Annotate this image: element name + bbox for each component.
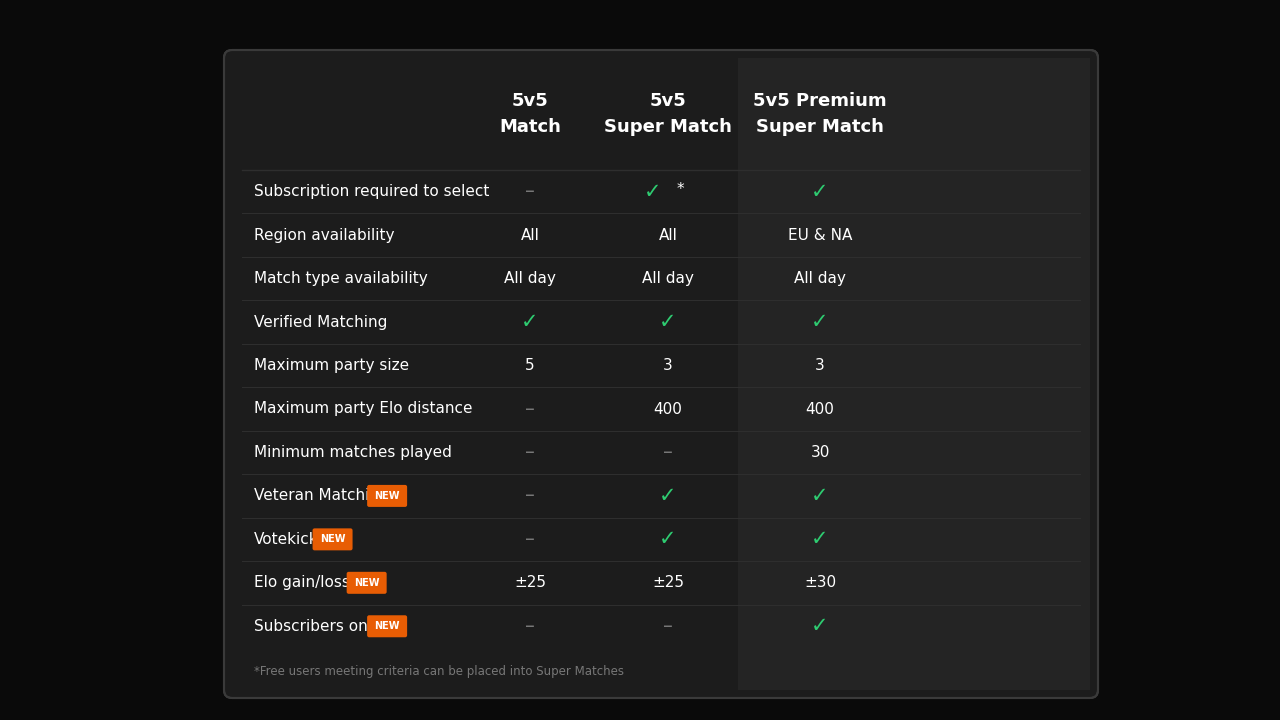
Text: NEW: NEW — [353, 578, 379, 588]
Text: ±25: ±25 — [652, 575, 684, 590]
Text: NEW: NEW — [374, 621, 399, 631]
Text: Minimum matches played: Minimum matches played — [253, 445, 452, 460]
Text: Region availability: Region availability — [253, 228, 394, 243]
Text: All: All — [521, 228, 539, 243]
FancyBboxPatch shape — [367, 616, 407, 637]
Text: Subscription required to select: Subscription required to select — [253, 184, 489, 199]
Text: Veteran Matching: Veteran Matching — [253, 488, 389, 503]
Text: All: All — [659, 228, 677, 243]
Text: All day: All day — [643, 271, 694, 286]
Text: *Free users meeting criteria can be placed into Super Matches: *Free users meeting criteria can be plac… — [253, 665, 625, 678]
Text: NEW: NEW — [320, 534, 346, 544]
Text: –: – — [663, 443, 673, 462]
Text: Match type availability: Match type availability — [253, 271, 428, 286]
FancyBboxPatch shape — [312, 528, 352, 550]
Bar — [739, 58, 1091, 690]
Text: All day: All day — [794, 271, 846, 286]
Text: EU & NA: EU & NA — [787, 228, 852, 243]
FancyBboxPatch shape — [367, 485, 407, 507]
Text: –: – — [525, 443, 535, 462]
Text: 5v5
Match: 5v5 Match — [499, 92, 561, 135]
Text: ✓: ✓ — [659, 312, 677, 332]
Text: –: – — [525, 400, 535, 418]
Text: Elo gain/loss: Elo gain/loss — [253, 575, 349, 590]
Text: ✓: ✓ — [644, 181, 662, 202]
Text: Verified Matching: Verified Matching — [253, 315, 388, 330]
Text: –: – — [525, 617, 535, 636]
Text: ✓: ✓ — [521, 312, 539, 332]
Text: NEW: NEW — [374, 491, 399, 501]
Text: Votekick: Votekick — [253, 532, 319, 547]
Text: ✓: ✓ — [812, 529, 828, 549]
Text: 400: 400 — [805, 402, 835, 416]
Text: ✓: ✓ — [812, 312, 828, 332]
Text: 5v5
Super Match: 5v5 Super Match — [604, 92, 732, 135]
Text: –: – — [525, 530, 535, 549]
Text: All day: All day — [504, 271, 556, 286]
Text: ±25: ±25 — [515, 575, 547, 590]
Text: Maximum party Elo distance: Maximum party Elo distance — [253, 402, 472, 416]
Text: Subscribers only: Subscribers only — [253, 618, 381, 634]
Text: –: – — [663, 617, 673, 636]
Text: 400: 400 — [654, 402, 682, 416]
Text: 5: 5 — [525, 358, 535, 373]
Text: –: – — [525, 182, 535, 201]
Text: –: – — [525, 487, 535, 505]
FancyBboxPatch shape — [224, 50, 1098, 698]
Text: ✓: ✓ — [659, 529, 677, 549]
Text: ±30: ±30 — [804, 575, 836, 590]
FancyBboxPatch shape — [347, 572, 387, 594]
Text: ✓: ✓ — [812, 181, 828, 202]
Text: ✓: ✓ — [812, 616, 828, 636]
Text: 3: 3 — [663, 358, 673, 373]
Text: Maximum party size: Maximum party size — [253, 358, 410, 373]
Text: ✓: ✓ — [812, 486, 828, 506]
Text: ✓: ✓ — [659, 486, 677, 506]
Text: 3: 3 — [815, 358, 824, 373]
Text: *: * — [676, 182, 684, 197]
Text: 5v5 Premium
Super Match: 5v5 Premium Super Match — [753, 92, 887, 135]
Text: 30: 30 — [810, 445, 829, 460]
